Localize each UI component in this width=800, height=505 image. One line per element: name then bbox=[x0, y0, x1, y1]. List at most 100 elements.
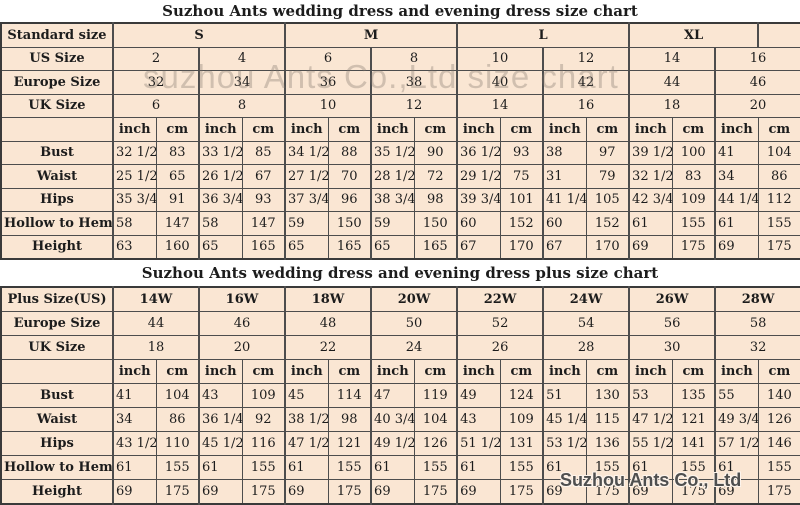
measure-value-cell: 98 bbox=[327, 407, 372, 432]
unit-header-cell: inch bbox=[198, 359, 243, 384]
measure-value-cell: 59 bbox=[370, 211, 415, 236]
measure-value-cell: 69 bbox=[456, 479, 501, 505]
row-label-cell: UK Size bbox=[0, 93, 114, 118]
measure-value-cell: 100 bbox=[671, 140, 716, 165]
table-row: Plus Size(US) 14W 16W 18W 20W 22W 24W 26W 28W bbox=[0, 286, 800, 312]
measure-value-cell: 55 bbox=[714, 383, 759, 408]
measure-value-cell: 109 bbox=[241, 383, 286, 408]
measure-value-cell: 175 bbox=[499, 479, 544, 505]
measure-value-cell: 170 bbox=[499, 234, 544, 260]
size-value-cell: 18 bbox=[628, 93, 716, 118]
measure-value-cell: 36 1/4 bbox=[198, 407, 243, 432]
size-group-header-cell: 16W bbox=[198, 286, 286, 312]
size-value-cell: 10 bbox=[456, 46, 544, 71]
measure-value-cell: 155 bbox=[585, 455, 630, 480]
measure-value-cell: 61 bbox=[714, 211, 759, 236]
unit-corner-cell bbox=[0, 117, 114, 142]
table-row: Height 63 160 65 165 65 165 65 165 67 170 67 170 69 17… bbox=[0, 234, 800, 260]
measure-value-cell: 69 bbox=[112, 479, 157, 505]
row-label-cell: Bust bbox=[0, 383, 114, 408]
measure-value-cell: 147 bbox=[241, 211, 286, 236]
size-value-cell: 32 bbox=[714, 335, 800, 360]
measure-value-cell: 36 3/4 bbox=[198, 187, 243, 212]
size-value-cell: 46 bbox=[198, 311, 286, 336]
unit-header-cell: cm bbox=[671, 117, 716, 142]
row-label-cell: Europe Size bbox=[0, 70, 114, 95]
unit-header-cell: inch bbox=[112, 359, 157, 384]
measure-value-cell: 67 bbox=[542, 234, 587, 260]
measure-value-cell: 53 bbox=[628, 383, 673, 408]
row-label-cell: Hips bbox=[0, 187, 114, 212]
measure-value-cell: 147 bbox=[155, 211, 200, 236]
size-value-cell: 48 bbox=[284, 311, 372, 336]
measure-value-cell: 83 bbox=[671, 164, 716, 189]
measure-value-cell: 29 1/2 bbox=[456, 164, 501, 189]
measure-value-cell: 104 bbox=[413, 407, 458, 432]
size-group-header-cell: L bbox=[456, 22, 630, 48]
measure-value-cell: 35 3/4 bbox=[112, 187, 157, 212]
measure-value-cell: 75 bbox=[499, 164, 544, 189]
measure-value-cell: 175 bbox=[327, 479, 372, 505]
unit-corner-cell bbox=[0, 359, 114, 384]
size-group-header-cell: 18W bbox=[284, 286, 372, 312]
measure-value-cell: 155 bbox=[757, 455, 800, 480]
measure-value-cell: 104 bbox=[757, 140, 800, 165]
measure-value-cell: 43 1/2 bbox=[112, 431, 157, 456]
unit-header-cell: cm bbox=[671, 359, 716, 384]
table-row: Hollow to Hem 58 147 58 147 59 150 59 150 60 152 60… bbox=[0, 211, 800, 236]
measure-value-cell: 175 bbox=[671, 234, 716, 260]
size-group-header-cell: XL bbox=[628, 22, 759, 48]
measure-value-cell: 27 1/2 bbox=[284, 164, 329, 189]
size-value-cell: 4 bbox=[197, 46, 286, 71]
table-row: inch cm inch cm inch cm inch cm inch cm inch cm inch… bbox=[0, 117, 800, 142]
measure-value-cell: 121 bbox=[327, 431, 372, 456]
measure-value-cell: 61 bbox=[370, 455, 415, 480]
size-value-cell: 18 bbox=[111, 335, 200, 360]
measure-value-cell: 49 1/2 bbox=[370, 431, 415, 456]
measure-value-cell: 65 bbox=[198, 234, 243, 260]
row-label-cell: Height bbox=[0, 479, 114, 505]
unit-header-cell: inch bbox=[628, 359, 673, 384]
row-label-cell: Hollow to Hem bbox=[0, 455, 114, 480]
measure-value-cell: 91 bbox=[155, 187, 200, 212]
size-group-header-cell: 28W bbox=[714, 286, 800, 312]
measure-value-cell: 126 bbox=[757, 407, 800, 432]
plus-chart-title: Suzhou Ants wedding dress and evening dr… bbox=[0, 260, 800, 286]
size-value-cell: 44 bbox=[111, 311, 200, 336]
measure-value-cell: 65 bbox=[155, 164, 200, 189]
unit-header-cell: inch bbox=[456, 359, 501, 384]
measure-value-cell: 109 bbox=[499, 407, 544, 432]
unit-header-cell: inch bbox=[198, 117, 243, 142]
size-value-cell: 46 bbox=[714, 70, 800, 95]
measure-value-cell: 155 bbox=[241, 455, 286, 480]
size-group-header-cell: 14W bbox=[111, 286, 200, 312]
row-label-cell: Height bbox=[0, 234, 114, 260]
unit-header-cell: inch bbox=[542, 117, 587, 142]
corner-label-cell: Standard size bbox=[0, 22, 114, 48]
table-row: inch cm inch cm inch cm inch cm inch cm inch cm inch… bbox=[0, 359, 800, 384]
measure-value-cell: 61 bbox=[112, 455, 157, 480]
measure-value-cell: 155 bbox=[155, 455, 200, 480]
unit-header-cell: cm bbox=[241, 359, 286, 384]
measure-value-cell: 150 bbox=[327, 211, 372, 236]
table-row: UK Size 6 8 10 12 14 16 18 20 bbox=[0, 93, 800, 118]
table-row: Bust 41 104 43 109 45 114 47 119 49 124 51 130 53 135 5… bbox=[0, 383, 800, 408]
size-group-header-cell: 22W bbox=[456, 286, 544, 312]
unit-header-cell: inch bbox=[370, 359, 415, 384]
measure-value-cell: 49 bbox=[456, 383, 501, 408]
unit-header-cell: cm bbox=[413, 359, 458, 384]
measure-value-cell: 38 1/2 bbox=[284, 407, 329, 432]
measure-value-cell: 67 bbox=[456, 234, 501, 260]
size-value-cell: 32 bbox=[112, 70, 200, 95]
measure-value-cell: 63 bbox=[112, 234, 157, 260]
measure-value-cell: 34 bbox=[714, 164, 759, 189]
table-row: Standard size S M L XL bbox=[0, 22, 800, 48]
measure-value-cell: 175 bbox=[757, 234, 800, 260]
size-value-cell: 6 bbox=[112, 93, 200, 118]
unit-header-cell: cm bbox=[585, 359, 630, 384]
measure-value-cell: 86 bbox=[757, 164, 800, 189]
size-value-cell: 2 bbox=[112, 46, 200, 71]
measure-value-cell: 150 bbox=[413, 211, 458, 236]
unit-header-cell: inch bbox=[284, 117, 329, 142]
unit-header-cell: cm bbox=[757, 117, 800, 142]
